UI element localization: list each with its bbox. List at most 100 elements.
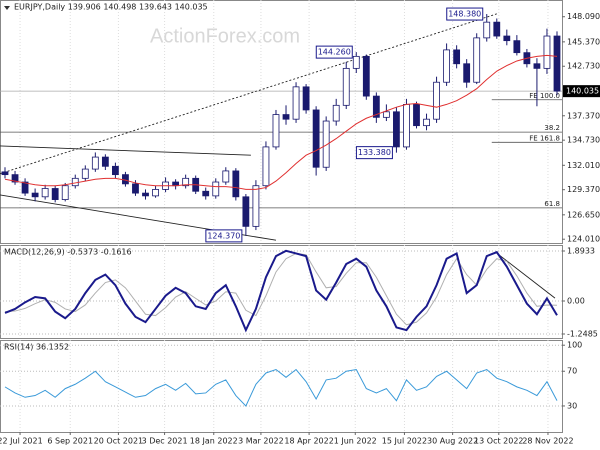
- y-tick-label: 70: [567, 367, 577, 376]
- candle-body: [222, 170, 230, 183]
- x-tick-label: 3 Dec 2021: [142, 437, 188, 446]
- y-tick-label: 142.730: [567, 62, 600, 71]
- candle-body: [232, 170, 240, 198]
- candle-body: [543, 35, 551, 69]
- trendline: [0, 145, 251, 156]
- x-tick-label: 28 Nov 2022: [522, 437, 573, 446]
- panel-frame: [0, 340, 563, 433]
- candle-body: [132, 183, 139, 194]
- candle-body: [483, 21, 491, 39]
- candle-body: [252, 185, 260, 227]
- y-tick-label: 30: [567, 401, 577, 410]
- candle-body: [31, 192, 39, 198]
- y-tick-label: 145.370: [567, 37, 600, 46]
- panel-title: EURJPY,Daily 139.906 140.498 139.643 140…: [14, 3, 208, 12]
- candle-body: [342, 67, 350, 106]
- candle-body: [71, 177, 79, 187]
- candle-body: [433, 81, 440, 120]
- level-label: FE 161.8: [529, 134, 560, 142]
- candle-body: [372, 95, 380, 118]
- candle-body: [513, 40, 521, 54]
- x-tick-label: 18 Jan 2022: [190, 437, 238, 446]
- level-label: FE 100.0: [529, 92, 560, 100]
- y-tick-label: 100: [567, 341, 582, 350]
- candle-body: [51, 188, 59, 200]
- point-label-box: [355, 146, 393, 160]
- point-label: 133.380: [358, 148, 391, 157]
- y-tick-label: 129.370: [567, 185, 600, 194]
- x-tick-label: 1 Jun 2022: [334, 437, 377, 446]
- y-tick-label: -1.2485: [567, 329, 598, 338]
- candle-body: [302, 86, 310, 111]
- candle-body: [473, 37, 481, 83]
- candle-body: [262, 146, 270, 187]
- candle-body: [332, 104, 340, 122]
- indicator-line: [4, 252, 558, 326]
- candle-body: [312, 109, 320, 168]
- candle-body: [533, 63, 541, 69]
- candle-body: [61, 185, 69, 200]
- candle-body: [11, 174, 19, 183]
- candle-body: [352, 55, 360, 69]
- point-label-box: [205, 229, 243, 243]
- candle-body: [1, 171, 9, 176]
- candle-body: [41, 188, 49, 198]
- candle-body: [81, 168, 89, 179]
- moving-average: [4, 54, 558, 190]
- level-label: 38.2: [544, 124, 560, 132]
- candle-body: [112, 165, 119, 176]
- candle-body: [403, 104, 410, 148]
- candle-body: [101, 156, 109, 167]
- level-label: 61.8: [544, 200, 560, 208]
- trendline: [496, 252, 556, 299]
- last-price-label: 140.035: [566, 87, 599, 96]
- x-tick-label: 22 Jul 2021: [0, 437, 43, 446]
- y-tick-label: 132.010: [567, 161, 600, 170]
- candle-body: [122, 174, 129, 185]
- panel-frame: [0, 0, 563, 244]
- candle-body: [423, 118, 430, 127]
- x-tick-label: 6 Sep 2021: [47, 437, 93, 446]
- panel-title: MACD(12,26,9) -0.5373 -0.1616: [4, 248, 132, 257]
- candle-body: [413, 104, 420, 127]
- candle-body: [463, 63, 471, 83]
- x-tick-label: 3 Mar 2022: [238, 437, 284, 446]
- y-tick-label: 1.8933: [567, 246, 595, 255]
- candle-body: [21, 181, 29, 194]
- panel-frame: [0, 245, 563, 339]
- candle-body: [503, 35, 511, 42]
- watermark: ActionForex.com: [150, 25, 300, 47]
- candle-body: [493, 21, 501, 37]
- candle-body: [443, 49, 451, 83]
- candle-body: [292, 86, 300, 120]
- candle-body: [282, 114, 290, 120]
- candle-body: [202, 190, 210, 197]
- last-price-box: [563, 85, 600, 98]
- y-tick-label: 137.370: [567, 111, 600, 120]
- indicator-line: [4, 249, 558, 333]
- x-tick-label: 18 Apr 2022: [284, 437, 333, 446]
- candle-body: [453, 49, 461, 65]
- point-label-box: [315, 45, 353, 59]
- point-label-box: [446, 7, 484, 21]
- y-tick-label: 124.010: [567, 235, 600, 244]
- candle-body: [91, 156, 99, 170]
- y-tick-label: 126.650: [567, 210, 600, 219]
- candle-body: [382, 111, 390, 118]
- indicator-line: [4, 368, 558, 407]
- trendline: [0, 13, 497, 175]
- point-label: 124.370: [207, 231, 240, 240]
- candle-body: [242, 196, 250, 227]
- candle-body: [272, 114, 280, 148]
- panel-title: RSI(14) 36.1352: [4, 343, 69, 352]
- y-tick-label: 134.730: [567, 136, 600, 145]
- candle-body: [553, 35, 561, 92]
- x-tick-label: 13 Oct 2022: [474, 437, 523, 446]
- title-icon: [4, 6, 10, 10]
- candle-body: [152, 189, 159, 197]
- x-tick-label: 15 Jul 2022: [382, 437, 427, 446]
- y-tick-label: 148.090: [567, 12, 600, 21]
- candle-body: [322, 120, 330, 168]
